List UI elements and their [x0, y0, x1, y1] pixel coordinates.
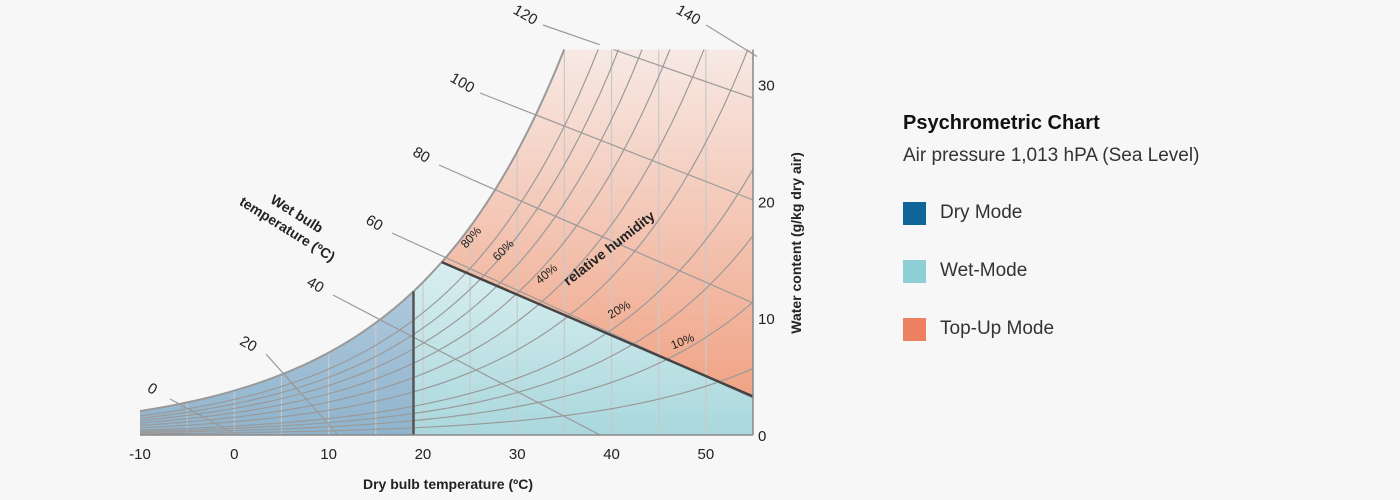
x-tick-label: 0 — [230, 446, 238, 463]
rh-curve — [140, 235, 753, 432]
dry-mode-region — [140, 291, 414, 435]
wet-bulb-tick-label: 20 — [237, 333, 260, 356]
wet-mode-region — [413, 262, 753, 435]
wet-bulb-title: Wet bulb temperature (ºC) — [237, 191, 338, 264]
y-tick-label: 0 — [758, 428, 766, 445]
wet-mode-boundary-line — [441, 260, 754, 398]
wet-bulb-line-lead — [479, 92, 537, 116]
rh-curve — [140, 49, 753, 426]
rh-curve — [140, 49, 753, 419]
legend-label-top-up-mode: Top-Up Mode — [940, 318, 1055, 339]
legend-label-dry-mode: Dry Mode — [940, 202, 1023, 223]
legend-swatch-wet-mode — [903, 259, 926, 283]
legend-swatch-dry-mode — [903, 201, 926, 225]
wet-bulb-line-lead — [169, 398, 224, 428]
top-up-mode-region — [441, 49, 753, 397]
wet-bulb-tick-label: 80 — [410, 144, 433, 167]
wet-bulb-tick-label: 100 — [447, 69, 477, 96]
legend-label-wet-mode: Wet-Mode — [940, 260, 1028, 281]
legend-item-wet-mode: Wet-Mode — [903, 259, 1323, 283]
legend-item-dry-mode: Dry Mode — [903, 201, 1323, 225]
wet-bulb-line-lead — [265, 353, 307, 400]
wet-bulb-line-lead — [542, 24, 600, 46]
wet-bulb-tick-label: 40 — [304, 274, 327, 297]
rh-curve — [140, 368, 753, 435]
x-tick-label: 50 — [698, 446, 715, 463]
y-axis-ticks: 0 10 20 30 — [758, 78, 775, 445]
legend-item-top-up-mode: Top-Up Mode — [903, 317, 1323, 341]
wet-bulb-line-lead — [332, 294, 387, 324]
rh-curve — [140, 49, 753, 417]
y-tick-label: 10 — [758, 311, 775, 328]
legend-subtitle: Air pressure 1,013 hPA (Sea Level) — [903, 145, 1200, 166]
y-tick-label: 30 — [758, 78, 775, 95]
rh-curve — [140, 301, 753, 434]
wet-bulb-tick-label: 0 — [144, 380, 160, 399]
rh-curve — [140, 49, 753, 422]
legend-list: Dry Mode Wet-Mode Top-Up Mode — [903, 201, 1323, 341]
saturation-curve — [139, 49, 566, 413]
legend-swatch-top-up-mode — [903, 317, 926, 341]
x-axis-title: Dry bulb temperature (ºC) — [363, 476, 533, 492]
wet-bulb-tick-label: 60 — [363, 212, 386, 235]
x-tick-label: 40 — [603, 446, 620, 463]
wet-bulb-line-lead — [438, 164, 495, 190]
y-axis-title: Water content (g/kg dry air) — [788, 152, 804, 334]
rh-curve — [140, 168, 753, 431]
wet-bulb-tick-label: 140 — [673, 1, 703, 28]
psychrometric-chart: -10 0 10 20 30 40 50 0 10 20 30 0 20 40 60 80 100 120 14… — [129, 1, 804, 492]
x-axis-ticks: -10 0 10 20 30 40 50 — [129, 446, 714, 463]
x-tick-label: 30 — [509, 446, 526, 463]
legend: Psychrometric Chart Air pressure 1,013 h… — [903, 112, 1323, 375]
wet-bulb-tick-label: 120 — [510, 1, 540, 28]
x-tick-label: 20 — [415, 446, 432, 463]
wet-bulb-line — [542, 49, 753, 99]
wet-bulb-line-lead — [391, 232, 447, 259]
x-tick-label: -10 — [129, 446, 151, 463]
y-tick-label: 20 — [758, 194, 775, 211]
relative-humidity-curves — [140, 49, 753, 435]
rh-curve — [140, 49, 753, 429]
legend-title: Psychrometric Chart — [903, 112, 1100, 134]
x-tick-label: 10 — [320, 446, 337, 463]
wet-bulb-line-lead — [705, 24, 758, 58]
rh-curve — [140, 49, 753, 424]
